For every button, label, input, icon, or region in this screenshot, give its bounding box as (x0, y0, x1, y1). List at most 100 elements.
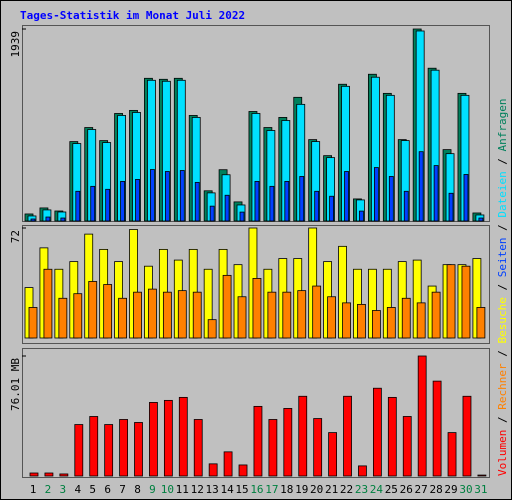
bar (357, 303, 366, 339)
bar (344, 171, 349, 222)
bar (104, 424, 114, 477)
legend-separator: / (496, 410, 509, 430)
bar (388, 176, 394, 222)
bar (134, 422, 143, 477)
legend-separator: / (496, 151, 509, 171)
bar (193, 419, 203, 477)
bar (477, 474, 487, 477)
bar (237, 296, 247, 339)
x-tick-label: 16 (250, 483, 263, 496)
x-tick-label: 3 (60, 483, 67, 496)
bar (164, 171, 170, 222)
bar (148, 288, 157, 339)
bar (327, 296, 337, 339)
bar (178, 396, 188, 477)
bar (149, 402, 158, 477)
bar (387, 396, 397, 477)
bar (224, 194, 230, 222)
bar (402, 416, 412, 477)
bar (476, 307, 486, 339)
y-tick-label: 1939 (9, 31, 22, 58)
bar (75, 190, 81, 222)
bar (359, 210, 364, 222)
bar (45, 216, 51, 222)
legend-entry: Seiten (496, 238, 509, 278)
bar (299, 176, 305, 222)
legend-entry: Volumen (496, 430, 509, 476)
x-tick-label: 19 (295, 483, 308, 496)
bar (371, 310, 381, 339)
bar (238, 464, 248, 477)
y-tick-label: 72 (9, 230, 22, 243)
bar (90, 185, 96, 222)
bar (253, 405, 263, 477)
bar (44, 472, 54, 477)
bar (254, 180, 260, 222)
x-tick-label: 17 (265, 483, 278, 496)
x-tick-label: 9 (149, 483, 156, 496)
bar (313, 418, 323, 477)
bar (162, 291, 172, 339)
x-tick-label: 29 (444, 483, 457, 496)
bar (403, 190, 409, 222)
bar (284, 180, 290, 222)
bar (417, 355, 427, 477)
legend: Volumen / Rechner / Besuche / Seiten / D… (496, 98, 509, 476)
legend-separator: / (496, 277, 509, 297)
bar (462, 395, 472, 477)
bar (328, 432, 338, 477)
bar (297, 290, 307, 339)
x-tick-label: 11 (176, 483, 189, 496)
bar (282, 291, 292, 339)
bar (433, 165, 439, 222)
x-tick-label: 31 (474, 483, 487, 496)
bar (208, 463, 218, 477)
x-tick-label: 12 (191, 483, 204, 496)
bar (105, 188, 111, 222)
bar (358, 465, 367, 477)
bar (58, 297, 68, 339)
x-tick-label: 5 (89, 483, 96, 496)
legend-entry: Besuche (496, 297, 509, 343)
bar (60, 217, 66, 222)
bar (28, 307, 38, 339)
bar (150, 169, 155, 222)
bar (461, 265, 471, 339)
bar (209, 205, 215, 222)
x-tick-label: 13 (206, 483, 219, 496)
x-tick-label: 21 (325, 483, 338, 496)
legend-separator: / (496, 218, 509, 238)
legend-entry: Rechner (496, 363, 509, 410)
bar (269, 185, 275, 222)
x-tick-label: 27 (415, 483, 428, 496)
x-tick-label: 8 (134, 483, 141, 496)
bar (89, 416, 99, 477)
bar (29, 472, 39, 477)
bar (312, 285, 322, 339)
bar (59, 473, 69, 477)
x-tick-label: 2 (45, 483, 52, 496)
x-tick-label: 1 (30, 483, 37, 496)
bar (163, 399, 173, 477)
bar (446, 264, 456, 339)
bar (372, 387, 382, 477)
bar (118, 297, 127, 339)
bar (401, 297, 411, 339)
bar (342, 302, 351, 339)
bar (478, 217, 484, 222)
bar (239, 211, 245, 222)
bar (223, 451, 233, 477)
bar (119, 419, 128, 477)
bar (222, 274, 232, 339)
bar (135, 179, 140, 222)
bar (463, 174, 469, 222)
chart-title: Tages-Statistik im Monat Juli 2022 (20, 9, 245, 22)
bar (283, 408, 293, 477)
x-tick-label: 15 (235, 483, 248, 496)
legend-separator: / (496, 344, 509, 364)
bar (120, 180, 125, 222)
bar (432, 380, 442, 477)
bar (329, 195, 335, 222)
x-tick-label: 4 (74, 483, 81, 496)
x-tick-label: 20 (310, 483, 323, 496)
